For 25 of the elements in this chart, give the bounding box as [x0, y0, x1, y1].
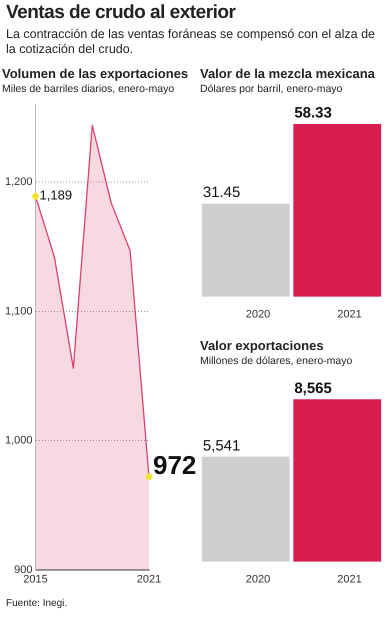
data-label: 972 — [153, 450, 196, 480]
chart-title: Valor exportaciones — [200, 338, 325, 353]
source-note: Fuente: Inegi. — [6, 598, 68, 609]
x-tick-label: 2021 — [337, 308, 362, 320]
x-tick-label: 2021 — [337, 573, 362, 586]
data-label: 58.33 — [294, 104, 332, 122]
x-tick-label: 2020 — [246, 308, 270, 320]
data-label: 1,189 — [40, 187, 72, 202]
x-tick-label: 2015 — [23, 573, 48, 586]
x-tick-label: 2021 — [136, 573, 162, 586]
text: La contracción de las ventas foráneas se compensó con el alza de la cotización del crudo. — [6, 27, 376, 57]
data-label: 8,565 — [294, 380, 332, 397]
chart-subtitle: Miles de barriles diarios, enero-mayo — [2, 83, 176, 95]
x-tick-label: 2020 — [246, 573, 270, 586]
y-tick-label: 1,200 — [4, 176, 33, 188]
chart-subtitle: Dólares por barril, enero-mayo — [200, 83, 344, 95]
data-label: 31.45 — [202, 184, 240, 202]
y-tick-label: 1,000 — [4, 434, 33, 447]
chart-title: Valor de la mezcla mexicana — [200, 66, 376, 81]
y-tick-label: 1,100 — [4, 305, 33, 318]
chart-subtitle: Millones de dólares, enero-mayo — [200, 355, 354, 367]
data-label: 5,541 — [202, 437, 240, 454]
chart-title: Volumen de las exportaciones — [2, 66, 190, 81]
y-tick-label: 900 — [14, 564, 33, 576]
text: Ventas de crudo al exterior — [6, 2, 236, 24]
